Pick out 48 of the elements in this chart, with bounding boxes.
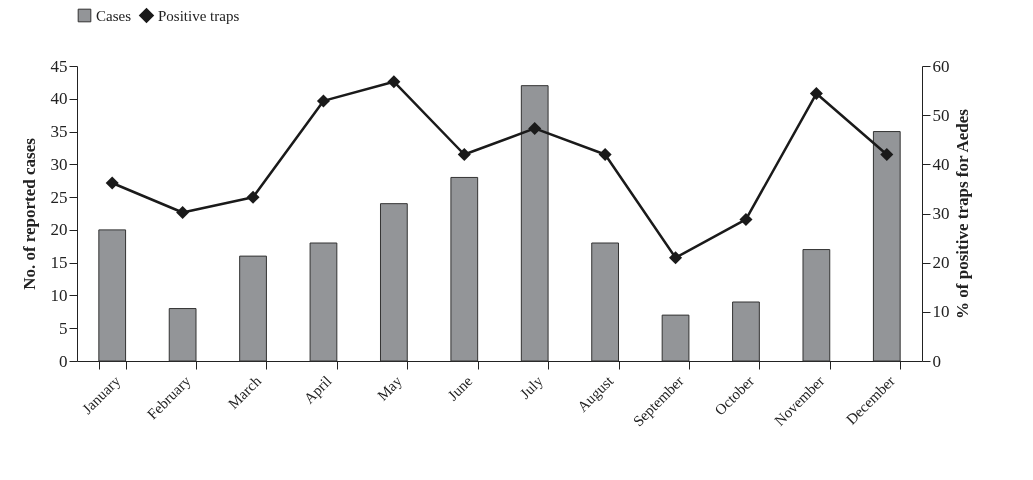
y-axis-title: No. of reported cases (19, 137, 39, 290)
bar (98, 229, 127, 362)
y2-tick-label: 10 (932, 302, 950, 322)
y-tick-label: 30 (50, 154, 68, 174)
point (528, 121, 542, 135)
point (105, 176, 119, 190)
y2-tick-label: 30 (932, 204, 950, 223)
y-tick-label: 40 (50, 89, 68, 109)
y-tick-label: 25 (50, 187, 68, 207)
x-tick-label: July (516, 372, 547, 402)
legend-label: Cases (96, 7, 132, 24)
point (387, 75, 401, 89)
y-tick-label: 35 (50, 122, 68, 142)
point (176, 206, 190, 220)
point (809, 87, 823, 101)
x-tick-label: June (444, 372, 476, 404)
point (457, 147, 471, 162)
y-tick-label: 20 (50, 220, 68, 240)
y2-tick-label: 40 (932, 154, 950, 174)
point (669, 251, 683, 265)
y-tick-label: 45 (50, 56, 68, 76)
bar (591, 242, 619, 362)
bar (309, 242, 338, 362)
bar (450, 176, 479, 362)
bar (380, 203, 408, 362)
bar (239, 255, 267, 362)
y2-tick-label: 0 (932, 351, 941, 371)
bar (168, 308, 197, 362)
y2-axis-title: % of positive traps for Aedes (952, 108, 972, 319)
x-tick-label: May (374, 372, 406, 404)
legend-label: Positive traps (158, 7, 240, 24)
point (246, 190, 260, 204)
point (316, 94, 330, 108)
bar (661, 314, 690, 362)
y-tick-label: 15 (50, 253, 68, 273)
y-tick-label: 5 (59, 318, 68, 338)
point (880, 147, 894, 162)
bar (802, 249, 831, 362)
point (739, 212, 753, 226)
y2-tick-label: 20 (932, 253, 950, 273)
y2-tick-label: 60 (932, 56, 950, 76)
y-tick-label: 10 (50, 285, 68, 305)
bar (872, 131, 901, 362)
bar (732, 301, 760, 362)
y2-tick-label: 50 (932, 105, 950, 125)
bar (520, 85, 549, 362)
y-tick-label: 0 (59, 351, 68, 371)
point (598, 147, 612, 162)
